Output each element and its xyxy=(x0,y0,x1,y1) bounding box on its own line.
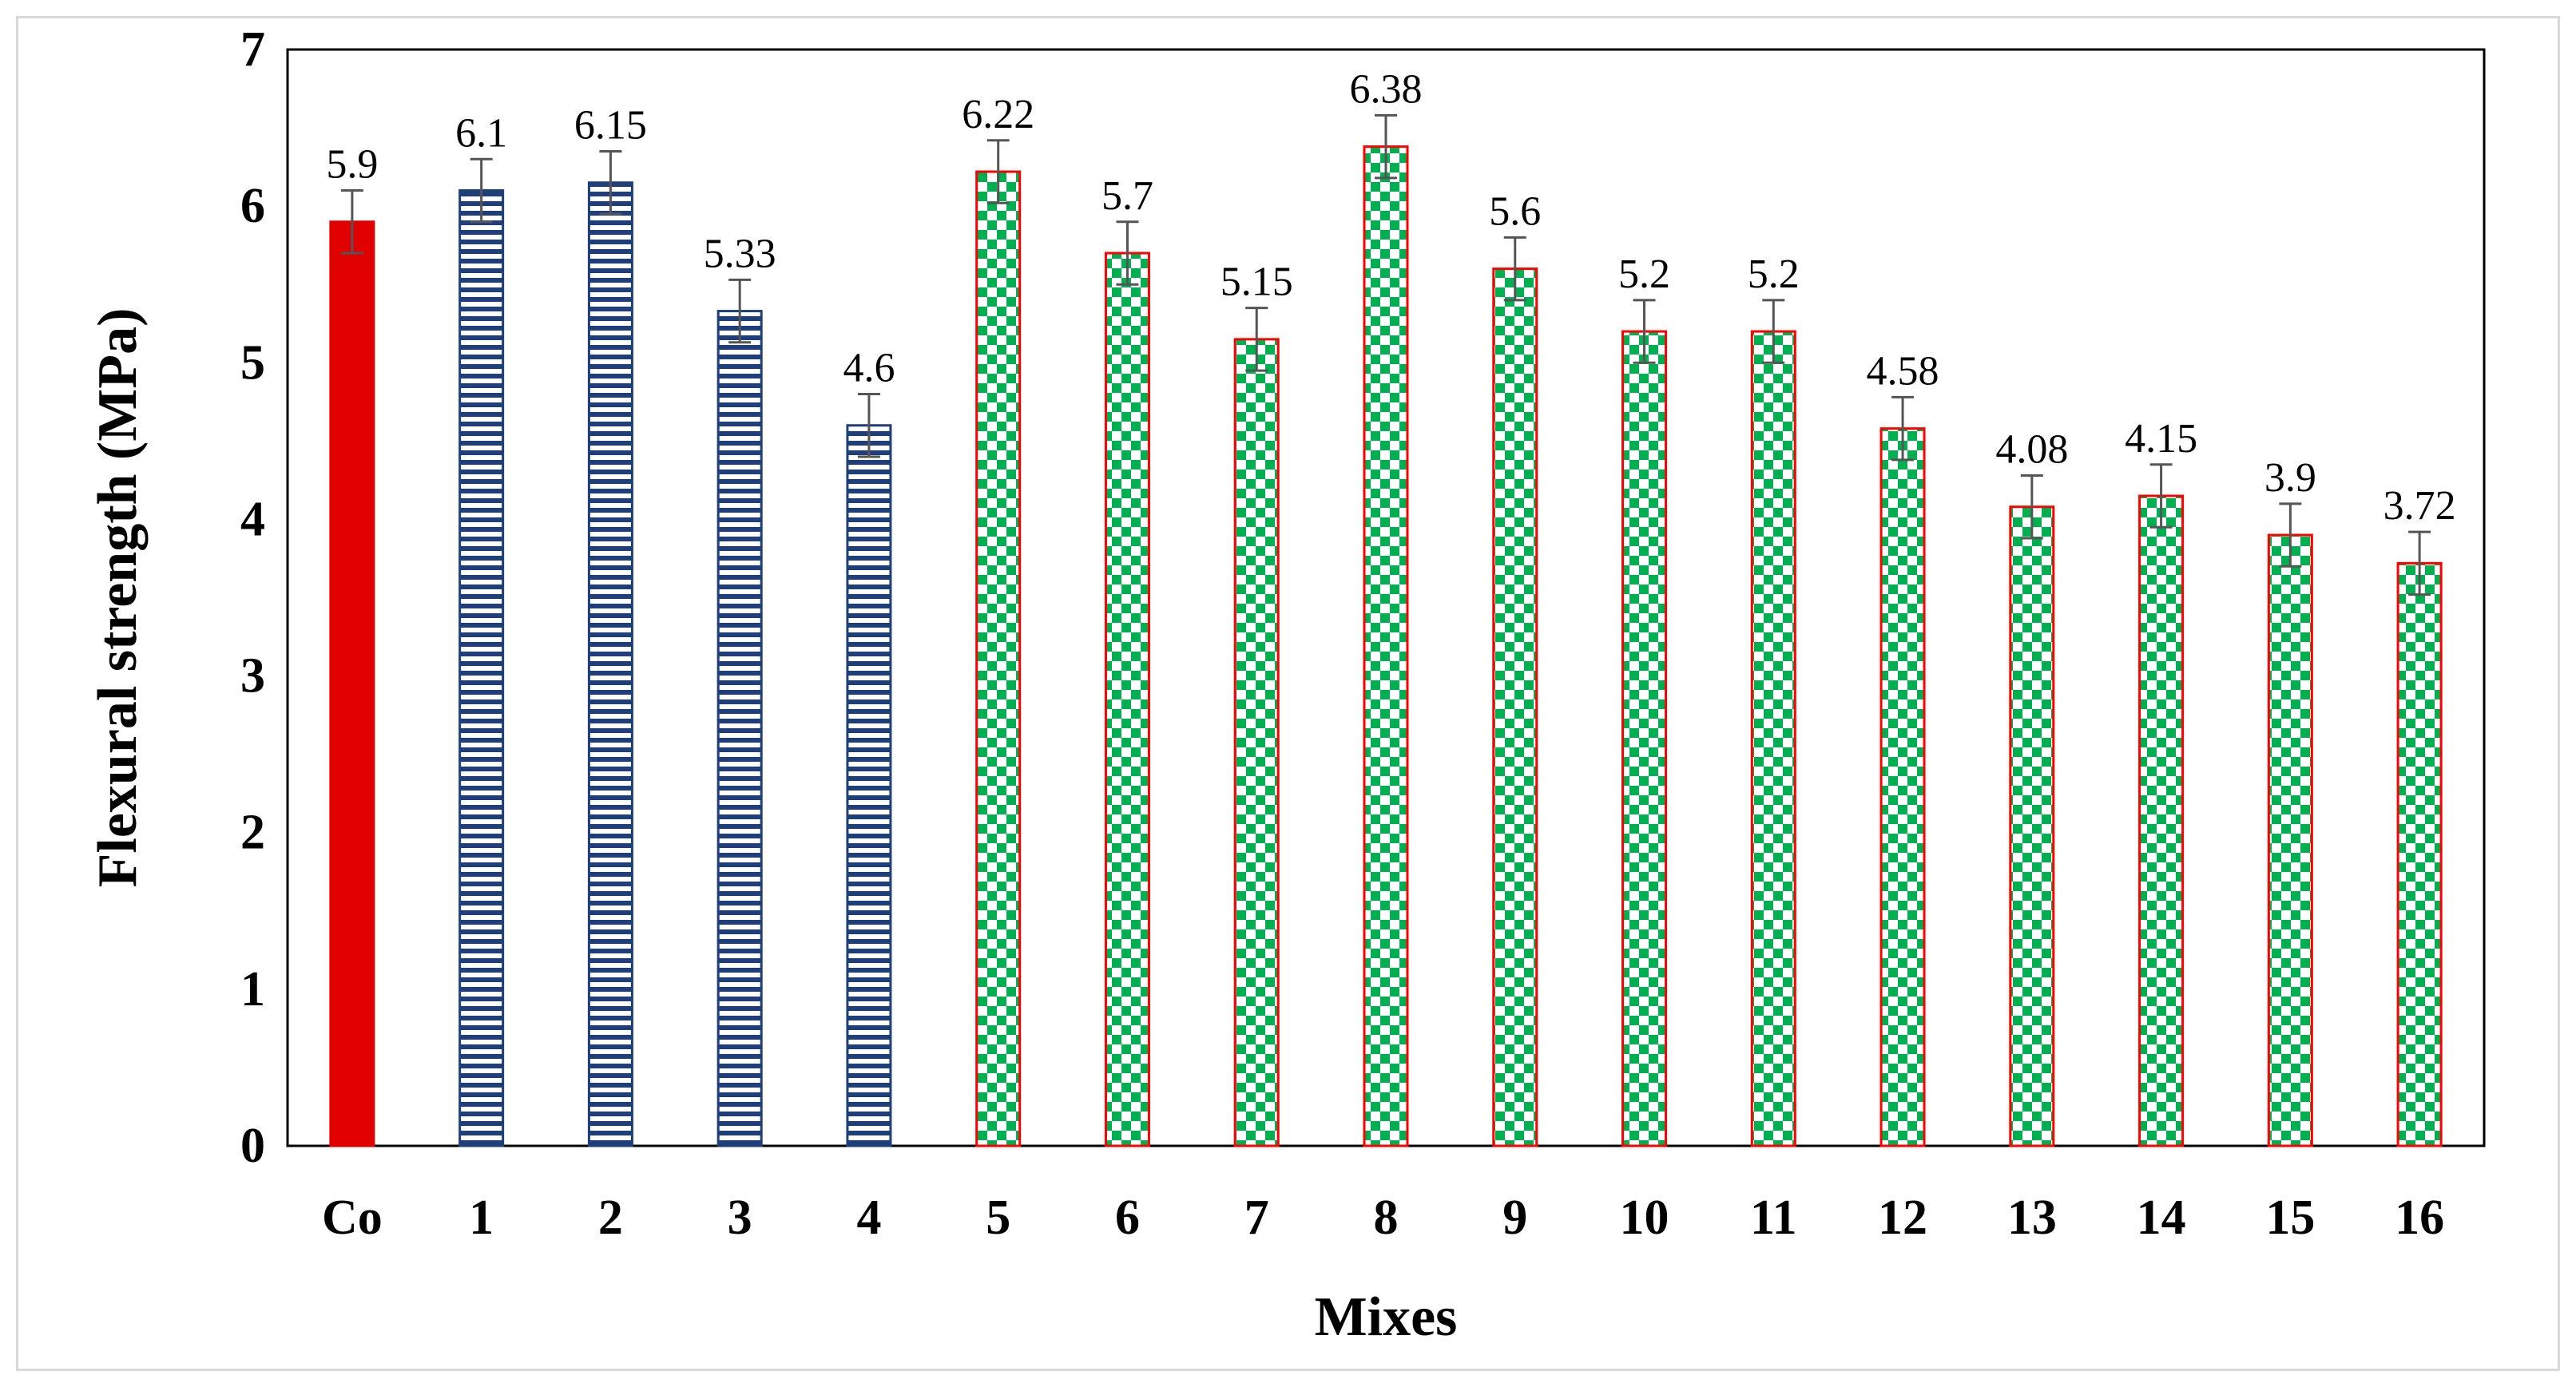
error-bar xyxy=(2149,463,2173,529)
x-tick-label: 4 xyxy=(856,1191,881,1245)
data-label: 5.33 xyxy=(704,231,776,276)
y-axis-title: Flexural strength (MPa) xyxy=(87,308,149,888)
x-tick-label: 12 xyxy=(1878,1191,1927,1245)
bar-8 xyxy=(1363,145,1409,1147)
bar-5 xyxy=(975,170,1022,1147)
y-tick-label: 7 xyxy=(240,22,265,77)
data-label: 3.9 xyxy=(2264,455,2316,501)
y-tick-label: 3 xyxy=(240,649,265,703)
x-tick-label: 9 xyxy=(1502,1191,1527,1245)
bar-Co xyxy=(329,220,375,1147)
error-bar xyxy=(1375,113,1397,180)
x-tick-label: 6 xyxy=(1115,1191,1140,1245)
x-tick-label: 7 xyxy=(1244,1191,1269,1245)
error-bar xyxy=(1503,236,1526,302)
data-label: 5.7 xyxy=(1101,173,1153,219)
data-label: 4.08 xyxy=(1995,427,2068,473)
bar-15 xyxy=(2267,533,2313,1147)
data-label: 6.15 xyxy=(574,102,647,148)
error-bar xyxy=(2020,474,2043,540)
error-bar xyxy=(728,278,752,344)
error-bar xyxy=(470,157,493,224)
error-bar xyxy=(599,149,622,216)
x-tick-label: 5 xyxy=(986,1191,1010,1245)
y-tick-label: 0 xyxy=(240,1119,265,1173)
x-tick-label: Co xyxy=(322,1191,383,1245)
error-bar xyxy=(857,393,880,458)
bar-16 xyxy=(2396,561,2443,1147)
error-bar xyxy=(1891,395,1915,462)
bar-13 xyxy=(2009,505,2055,1147)
y-tick-label: 5 xyxy=(240,335,265,390)
y-tick-label: 2 xyxy=(240,806,265,860)
bar-9 xyxy=(1492,267,1538,1147)
data-label: 6.22 xyxy=(962,92,1034,137)
x-tick-label: 11 xyxy=(1750,1191,1797,1245)
error-bar xyxy=(1116,220,1139,286)
data-label: 5.2 xyxy=(1748,252,1800,297)
data-label: 4.15 xyxy=(2125,416,2197,462)
error-bars xyxy=(340,113,2431,596)
data-label: 3.72 xyxy=(2383,483,2456,529)
bar-7 xyxy=(1233,338,1280,1147)
error-bar xyxy=(2408,530,2431,596)
data-label: 5.15 xyxy=(1221,260,1293,305)
error-bar xyxy=(340,189,363,255)
data-label: 6.1 xyxy=(455,110,507,156)
x-tick-label: 16 xyxy=(2395,1191,2444,1245)
x-tick-label: 8 xyxy=(1374,1191,1399,1245)
bar-4 xyxy=(846,424,892,1147)
data-label: 5.2 xyxy=(1618,252,1670,297)
x-tick-label: 10 xyxy=(1620,1191,1669,1245)
x-tick-label: 15 xyxy=(2265,1191,2315,1245)
bar-2 xyxy=(587,181,633,1147)
data-labels: 5.9 6.1 6.15 5.33 4.6 6.22 5.7 5.15 6.38 5.6 5.2 5.… xyxy=(326,66,2455,529)
x-tick-label: 14 xyxy=(2137,1191,2186,1245)
error-bar xyxy=(986,139,1010,204)
y-tick-label: 6 xyxy=(240,179,265,233)
error-bar xyxy=(1762,299,1785,364)
x-tick-label: 13 xyxy=(2007,1191,2057,1245)
bar-1 xyxy=(458,189,505,1147)
data-label: 5.6 xyxy=(1489,188,1541,234)
bar-11 xyxy=(1750,330,1796,1147)
bars xyxy=(329,145,2443,1147)
error-bar xyxy=(2279,502,2302,568)
y-tick-label: 4 xyxy=(240,492,265,546)
bar-12 xyxy=(1879,427,1926,1147)
x-axis-ticks: Co 1 2 3 4 5 6 7 8 9 10 11 12 13 14 15 16 xyxy=(322,1191,2444,1245)
y-tick-label: 1 xyxy=(240,962,265,1016)
data-label: 6.38 xyxy=(1350,66,1423,112)
bar-14 xyxy=(2138,494,2185,1147)
x-tick-label: 1 xyxy=(469,1191,494,1245)
y-axis-ticks: 0 1 2 3 4 5 6 7 xyxy=(240,22,265,1173)
bar-6 xyxy=(1104,252,1150,1147)
data-label: 4.58 xyxy=(1867,348,1939,394)
bar-3 xyxy=(716,310,763,1147)
error-bar xyxy=(1245,307,1268,372)
x-tick-label: 3 xyxy=(728,1191,752,1245)
error-bar xyxy=(1633,299,1656,364)
x-tick-label: 2 xyxy=(598,1191,623,1245)
x-axis-title: Mixes xyxy=(1315,1286,1458,1348)
data-label: 5.9 xyxy=(326,142,378,188)
bar-10 xyxy=(1621,330,1668,1147)
data-label: 4.6 xyxy=(843,346,895,391)
